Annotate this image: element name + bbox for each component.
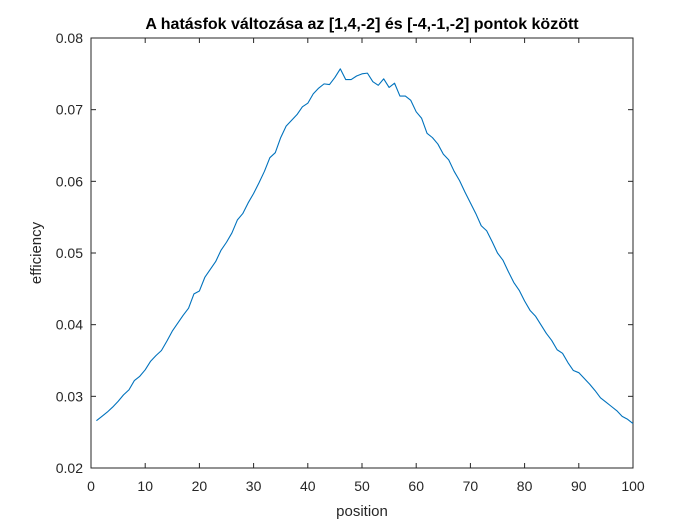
y-tick-label: 0.05 [56, 245, 83, 261]
y-tick-label: 0.06 [56, 173, 83, 189]
x-tick-label: 40 [300, 478, 316, 494]
x-tick-label: 90 [571, 478, 587, 494]
plot-area: 0 10 20 30 40 50 60 70 80 90 100 0.02 0.03 0.04 0.05 0.… [56, 30, 645, 494]
y-axis-label: efficiency [28, 221, 45, 284]
x-tick-label: 50 [354, 478, 370, 494]
axes-box [90, 37, 634, 469]
y-tick-label: 0.04 [56, 317, 83, 333]
y-tick-label: 0.08 [56, 30, 83, 46]
y-tick-label: 0.03 [56, 388, 83, 404]
x-tick-label: 0 [87, 478, 95, 494]
x-tick-label: 20 [192, 478, 208, 494]
x-tick-label: 70 [463, 478, 479, 494]
x-tick-label: 80 [517, 478, 533, 494]
y-tick-label: 0.07 [56, 102, 83, 118]
x-tick-label: 60 [408, 478, 424, 494]
x-tick-label: 10 [137, 478, 153, 494]
x-axis-label: position [336, 503, 388, 520]
x-tick-label: 30 [246, 478, 262, 494]
y-tick-label: 0.02 [56, 460, 83, 476]
chart-title: A hatásfok változása az [1,4,-2] és [-4,… [145, 16, 579, 33]
x-tick-label: 100 [621, 478, 645, 494]
series-line [96, 68, 634, 425]
